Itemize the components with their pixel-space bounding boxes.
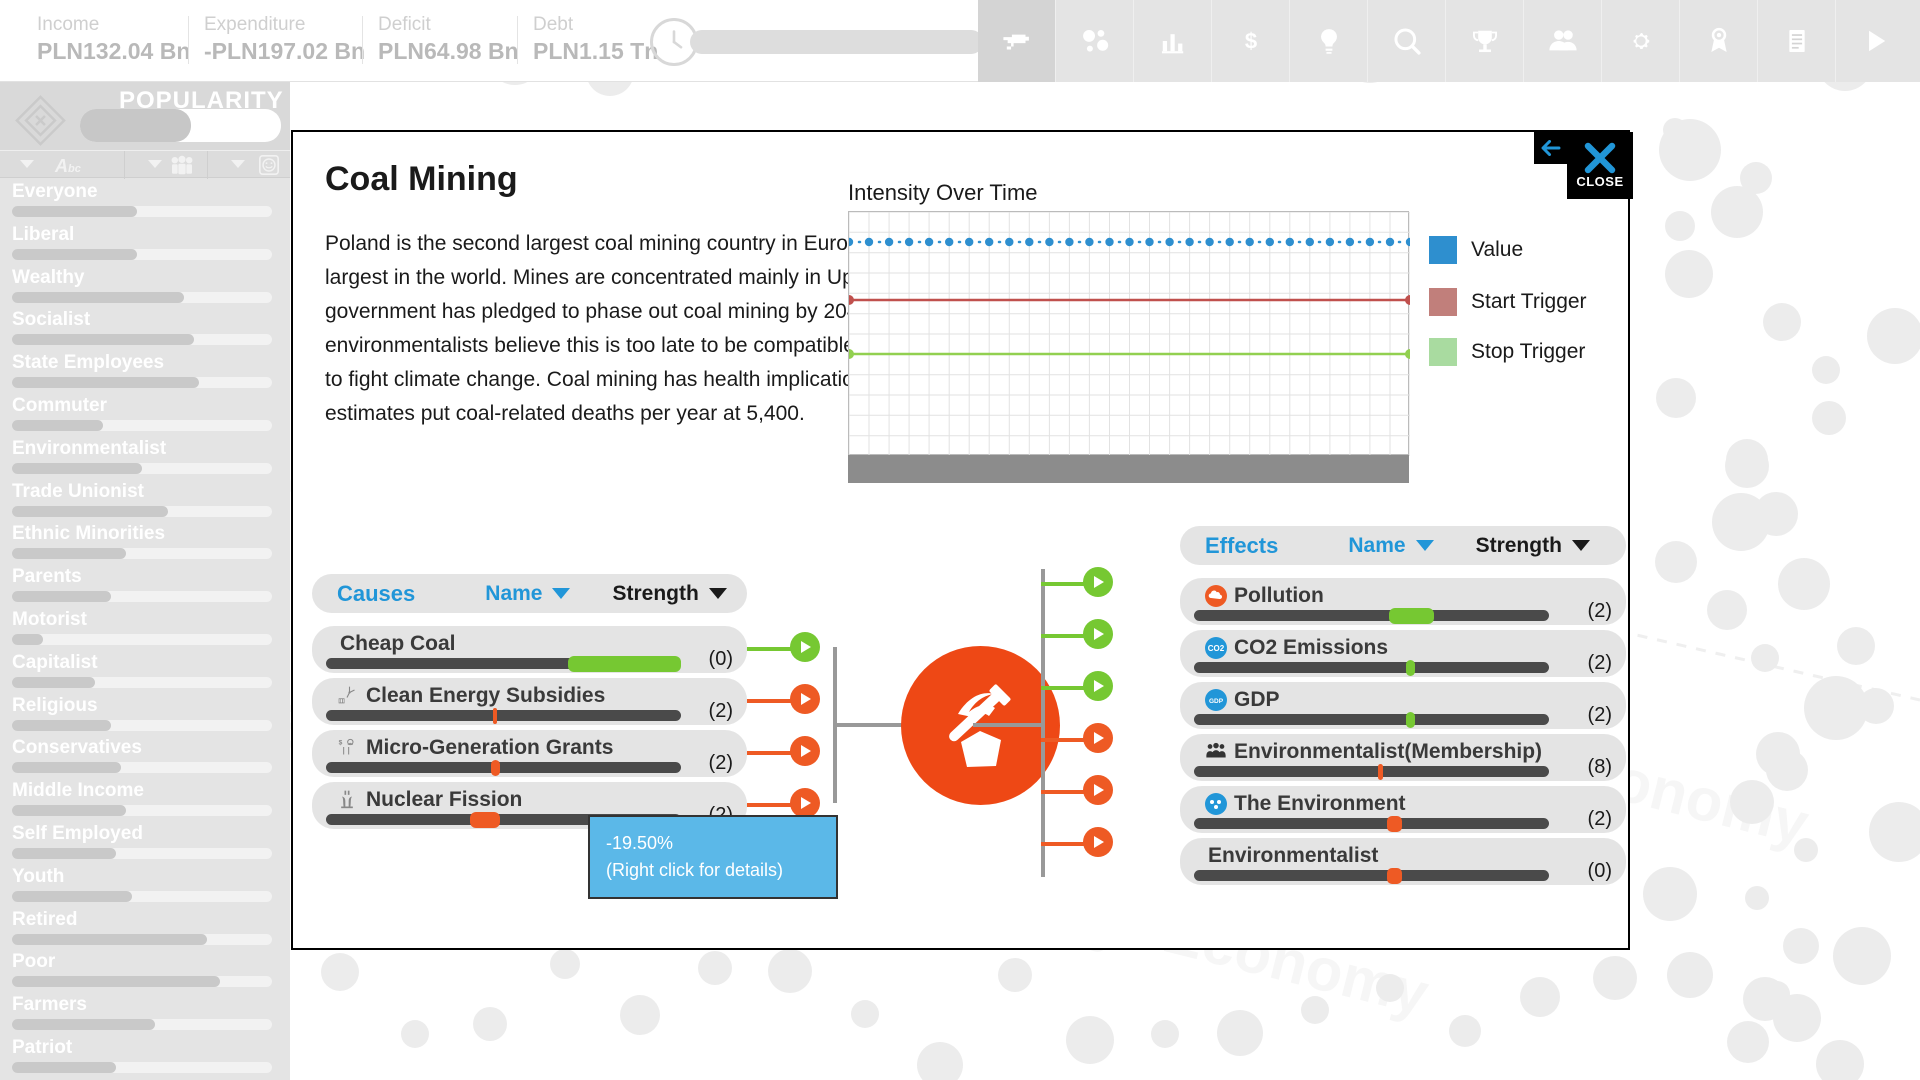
svg-text:CO2: CO2 — [1208, 644, 1225, 653]
svg-text:$: $ — [1244, 29, 1256, 54]
svg-text:GDP: GDP — [1209, 698, 1224, 705]
svg-text:$: $ — [339, 740, 343, 747]
